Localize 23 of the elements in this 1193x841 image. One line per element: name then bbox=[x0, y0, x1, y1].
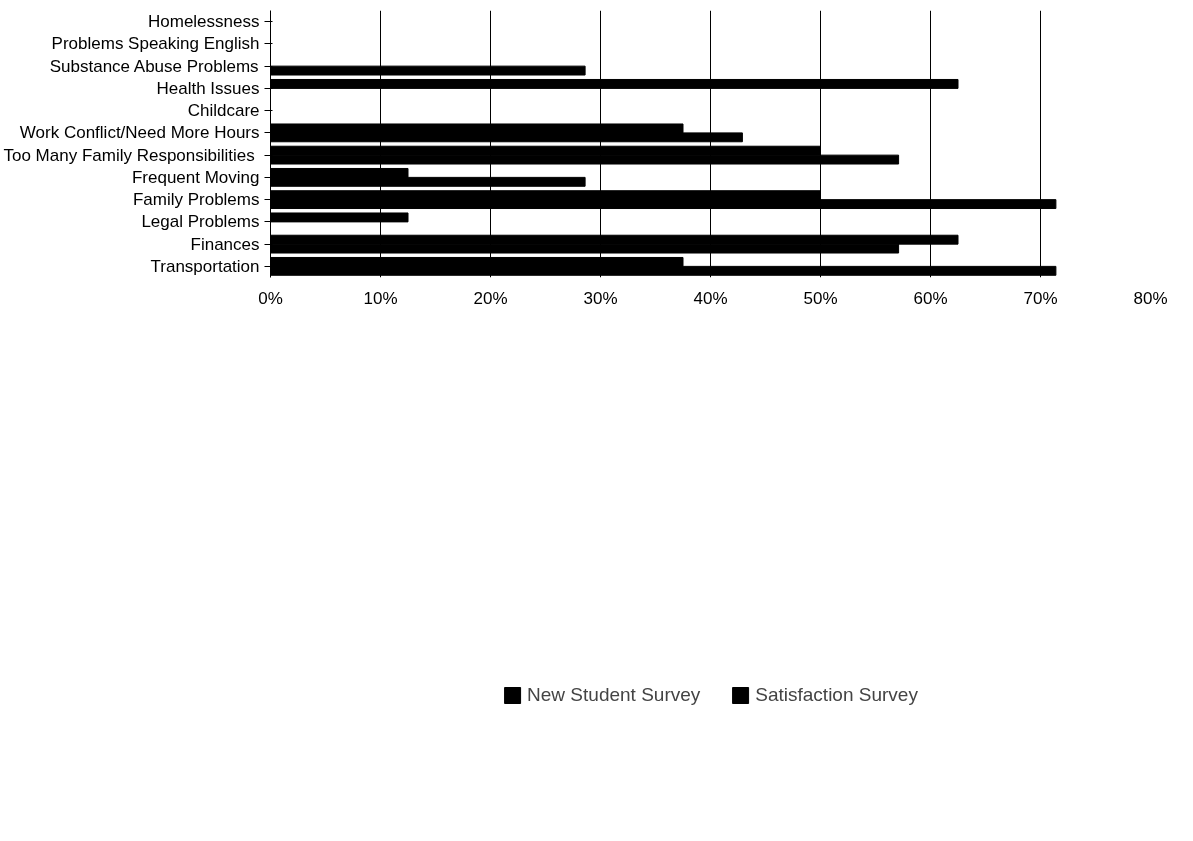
y-tick-label: Legal Problems bbox=[141, 212, 260, 232]
legend-label: New Student Survey bbox=[527, 683, 701, 706]
y-tick-label: Health Issues bbox=[156, 78, 260, 98]
y-tick-label: Problems Speaking English bbox=[51, 34, 260, 54]
y-tick-label: Transportation bbox=[150, 256, 260, 276]
y-tick-label: Frequent Moving bbox=[131, 167, 260, 187]
x-tick-label: 0% bbox=[258, 288, 283, 308]
x-tick-label: 10% bbox=[363, 288, 398, 308]
x-tick-label: 40% bbox=[693, 288, 728, 308]
x-tick-label: 60% bbox=[913, 288, 948, 308]
x-tick-label: 50% bbox=[803, 288, 838, 308]
y-tick-label: Homelessness bbox=[148, 12, 260, 32]
x-tick-label: 30% bbox=[583, 288, 618, 308]
y-tick-label: Family Problems bbox=[132, 190, 260, 210]
x-tick-label: 70% bbox=[1023, 288, 1058, 308]
y-tick-label: Finances bbox=[190, 234, 260, 254]
y-tick-label: Too Many Family Responsibilities bbox=[3, 145, 255, 165]
x-tick-label: 80% bbox=[1133, 288, 1168, 308]
y-tick-label: Childcare bbox=[187, 101, 260, 121]
y-tick-label: Substance Abuse Problems bbox=[49, 56, 259, 76]
x-tick-label: 20% bbox=[473, 288, 508, 308]
y-tick-label: Work Conflict/Need More Hours bbox=[19, 123, 260, 143]
legend-label: Satisfaction Survey bbox=[755, 683, 918, 706]
